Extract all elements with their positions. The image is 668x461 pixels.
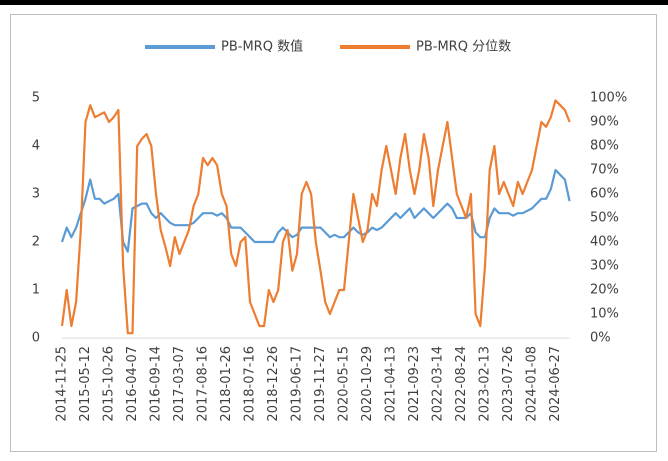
x-tick-label: 2023-07-26 (501, 346, 516, 422)
y-tick-label: 4 (32, 139, 40, 154)
x-tick-label: 2022-08-24 (454, 346, 469, 422)
x-tick-label: 2023-02-13 (478, 346, 493, 422)
x-tick-label: 2018-01-26 (219, 346, 234, 422)
x-tick-label: 2019-06-17 (290, 346, 305, 422)
x-tick-label: 2024-01-08 (525, 346, 540, 422)
x-tick-label: 2016-04-07 (125, 346, 140, 422)
series-line (60, 168, 571, 253)
x-tick-label: 2021-09-23 (407, 346, 422, 422)
x-tick-label: 2015-05-12 (78, 346, 93, 422)
y2-tick-label: 100% (590, 91, 627, 106)
chart-frame (10, 14, 657, 452)
y-tick-label: 3 (32, 187, 40, 202)
x-tick-label: 2015-10-26 (102, 346, 117, 422)
x-tick-label: 2021-04-13 (384, 346, 399, 422)
top-bar (0, 0, 668, 5)
y2-tick-label: 70% (590, 163, 619, 178)
y2-tick-label: 60% (590, 187, 619, 202)
y-tick-label: 0 (32, 331, 40, 346)
x-tick-label: 2022-03-14 (431, 346, 446, 422)
y2-tick-label: 20% (590, 283, 619, 298)
x-tick-label: 2017-08-16 (196, 346, 211, 422)
x-tick-label: 2017-03-07 (172, 346, 187, 422)
y-tick-label: 5 (32, 91, 40, 106)
y2-tick-label: 50% (590, 211, 619, 226)
y-tick-label: 2 (32, 235, 40, 250)
x-tick-label: 2020-10-29 (360, 346, 375, 422)
x-tick-label: 2018-07-16 (243, 346, 258, 422)
y2-tick-label: 80% (590, 139, 619, 154)
x-tick-label: 2018-12-26 (266, 346, 281, 422)
x-tick-label: 2016-09-14 (149, 346, 164, 422)
legend-label: PB-MRQ 分位数 (416, 40, 511, 55)
series-line (60, 99, 571, 335)
x-tick-label: 2024-06-27 (548, 346, 563, 422)
y2-tick-label: 30% (590, 259, 619, 274)
y-tick-label: 1 (32, 283, 40, 298)
legend-label: PB-MRQ 数值 (221, 39, 303, 55)
x-tick-label: 2020-05-15 (337, 346, 352, 422)
x-tick-label: 2019-11-27 (313, 346, 328, 422)
y2-tick-label: 0% (590, 331, 611, 346)
y2-tick-label: 40% (590, 235, 619, 250)
y2-tick-label: 10% (590, 307, 619, 322)
y2-tick-label: 90% (590, 115, 619, 130)
x-tick-label: 2014-11-25 (55, 346, 70, 422)
